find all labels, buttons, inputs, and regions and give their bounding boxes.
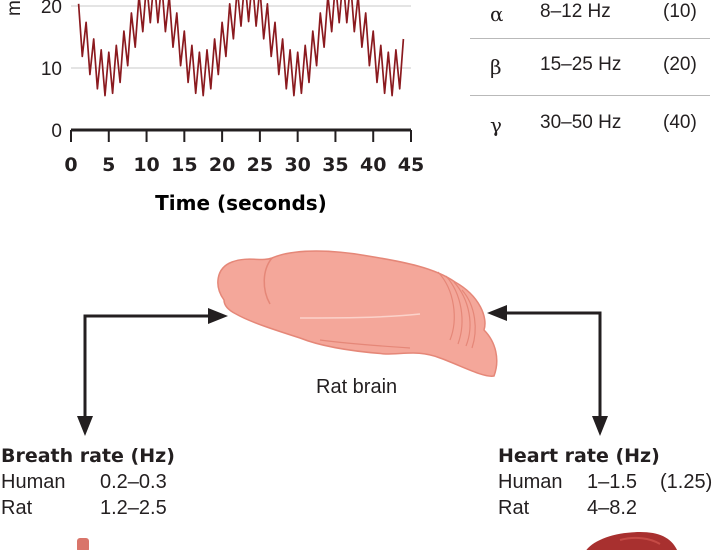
x-tick-label: 0 (64, 154, 77, 176)
x-tick-label: 15 (171, 154, 197, 176)
arrow-brain-to-heart (505, 311, 602, 420)
band-symbol: α (490, 2, 504, 26)
heart-value-rat: 4–8.2 (587, 497, 638, 519)
x-tick-label: 25 (247, 154, 273, 176)
y-tick-label: 10 (41, 59, 62, 80)
band-row-alpha: α 8–12 Hz (10) (470, 0, 710, 39)
x-tick-marks (70, 130, 412, 142)
breath-value-rat: 1.2–2.5 (100, 497, 167, 519)
frequency-bands-table: α 8–12 Hz (10) β 15–25 Hz (20) γ 30–50 H… (470, 0, 710, 140)
x-tick-label: 35 (322, 154, 348, 176)
x-tick-label: 30 (284, 154, 310, 176)
x-tick-label: 20 (209, 154, 235, 176)
breath-species-rat: Rat (1, 497, 33, 519)
heart-species-human: Human (498, 471, 563, 493)
band-peak: (40) (663, 112, 697, 133)
y-tick-labels: 0 10 20 (41, 0, 62, 142)
heart-rate-title: Heart rate (Hz) (498, 445, 660, 467)
arrow-brain-to-breath (83, 314, 210, 420)
breath-value-human: 0.2–0.3 (100, 471, 167, 493)
trachea-illustration (77, 538, 89, 550)
x-tick-label: 40 (360, 154, 386, 176)
x-axis-title: Time (seconds) (155, 191, 327, 215)
band-symbol: γ (490, 113, 502, 137)
y-tick-label: 0 (51, 121, 62, 142)
heart-illustration (586, 532, 677, 550)
signal-line (77, 0, 405, 97)
arrowhead-to-brain-left (208, 308, 228, 324)
band-peak: (10) (663, 1, 697, 22)
band-range: 30–50 Hz (540, 112, 622, 133)
breath-species-human: Human (1, 471, 66, 493)
heart-value-human: 1–1.5 (587, 471, 638, 493)
band-range: 8–12 Hz (540, 1, 611, 22)
x-tick-label: 5 (102, 154, 115, 176)
band-row-gamma: γ 30–50 Hz (40) (470, 96, 710, 140)
band-row-beta: β 15–25 Hz (20) (470, 39, 710, 96)
x-tick-label: 10 (133, 154, 159, 176)
band-range: 15–25 Hz (540, 54, 622, 75)
y-tick-label: 20 (41, 0, 62, 18)
band-symbol: β (490, 55, 502, 79)
y-axis-label: mm (4, 0, 25, 16)
arrowhead-to-brain-right (487, 305, 507, 321)
brain-label: Rat brain (316, 376, 398, 398)
rat-brain-illustration (217, 250, 498, 377)
heart-species-rat: Rat (498, 497, 530, 519)
breath-rate-title: Breath rate (Hz) (1, 445, 175, 467)
arrowhead-to-heart (592, 416, 608, 436)
x-tick-label: 45 (398, 154, 424, 176)
arrowhead-to-breath (77, 416, 93, 436)
heart-peak-human: (1.25) (660, 471, 713, 493)
x-tick-labels: 0 5 10 15 20 25 30 35 40 45 (64, 154, 424, 176)
y-gridlines (71, 5, 411, 69)
band-peak: (20) (663, 54, 697, 75)
